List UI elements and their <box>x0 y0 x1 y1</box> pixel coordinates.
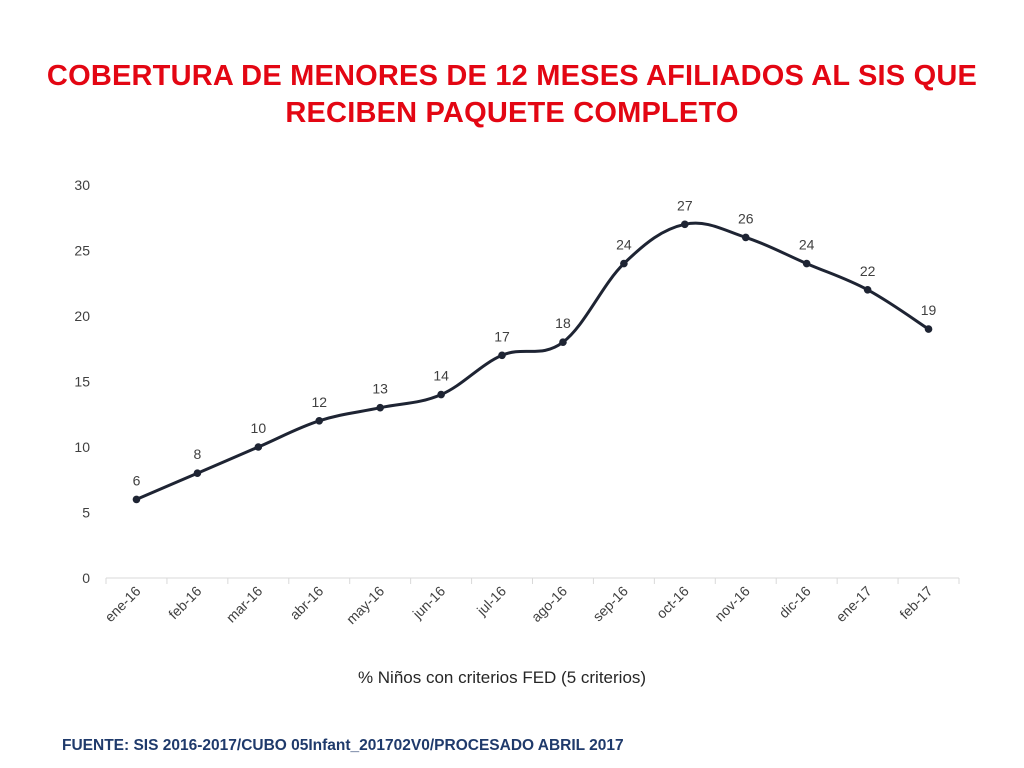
data-point <box>802 259 811 268</box>
data-point <box>315 417 324 425</box>
data-point <box>132 495 141 504</box>
data-label: 17 <box>494 328 510 344</box>
data-point <box>741 233 750 242</box>
x-tick-label: mar-16 <box>223 583 266 626</box>
x-tick-label: feb-17 <box>896 583 936 623</box>
y-tick-label: 10 <box>74 439 90 455</box>
y-tick-label: 20 <box>74 308 90 324</box>
y-tick-label: 15 <box>74 374 90 390</box>
x-tick-label: feb-16 <box>165 583 205 623</box>
x-tick-label: ene-17 <box>833 583 875 625</box>
data-point <box>559 338 567 347</box>
data-point <box>498 351 506 360</box>
data-point <box>254 443 263 451</box>
data-point <box>620 259 628 268</box>
data-label: 24 <box>799 237 815 253</box>
data-label: 12 <box>311 394 327 410</box>
data-point <box>863 286 872 294</box>
data-point <box>924 325 933 333</box>
title-line-2: RECIBEN PAQUETE COMPLETO <box>285 97 739 129</box>
x-tick-label: dic-16 <box>776 583 814 621</box>
legend-series-label: % Niños con criterios FED (5 criterios) <box>358 668 646 687</box>
x-tick-label: may-16 <box>343 583 387 627</box>
x-tick-label: sep-16 <box>589 583 631 625</box>
data-label: 13 <box>372 381 388 397</box>
data-label: 22 <box>860 263 876 279</box>
data-label: 19 <box>921 302 937 318</box>
title-line-1: COBERTURA DE MENORES DE 12 MESES AFILIAD… <box>46 60 978 92</box>
x-tick-label: jul-16 <box>473 583 509 619</box>
data-label: 26 <box>738 210 754 226</box>
x-tick-label: ene-16 <box>101 583 143 625</box>
y-tick-label: 0 <box>82 570 90 586</box>
data-point <box>437 390 445 399</box>
y-tick-label: 30 <box>74 177 90 193</box>
data-label: 27 <box>677 197 693 213</box>
x-tick-label: oct-16 <box>653 583 692 622</box>
data-point <box>376 403 384 412</box>
data-point <box>681 220 689 229</box>
page-title: COBERTURA DE MENORES DE 12 MESES AFILIAD… <box>40 58 984 132</box>
data-label: 10 <box>251 420 267 436</box>
data-label: 18 <box>555 315 571 331</box>
x-tick-label: ago-16 <box>528 583 570 625</box>
x-tick-label: abr-16 <box>286 583 326 623</box>
data-label: 8 <box>193 446 201 462</box>
data-label: 24 <box>616 237 632 253</box>
y-tick-label: 25 <box>74 243 90 259</box>
data-point <box>193 469 202 478</box>
data-label: 6 <box>133 472 141 488</box>
data-label: 14 <box>433 368 449 384</box>
x-tick-label: jun-16 <box>409 583 449 623</box>
y-tick-label: 5 <box>82 505 90 521</box>
series-line <box>135 221 930 501</box>
x-tick-label: nov-16 <box>711 583 753 625</box>
source-note: FUENTE: SIS 2016-2017/CUBO 05Infant_2017… <box>62 737 624 754</box>
